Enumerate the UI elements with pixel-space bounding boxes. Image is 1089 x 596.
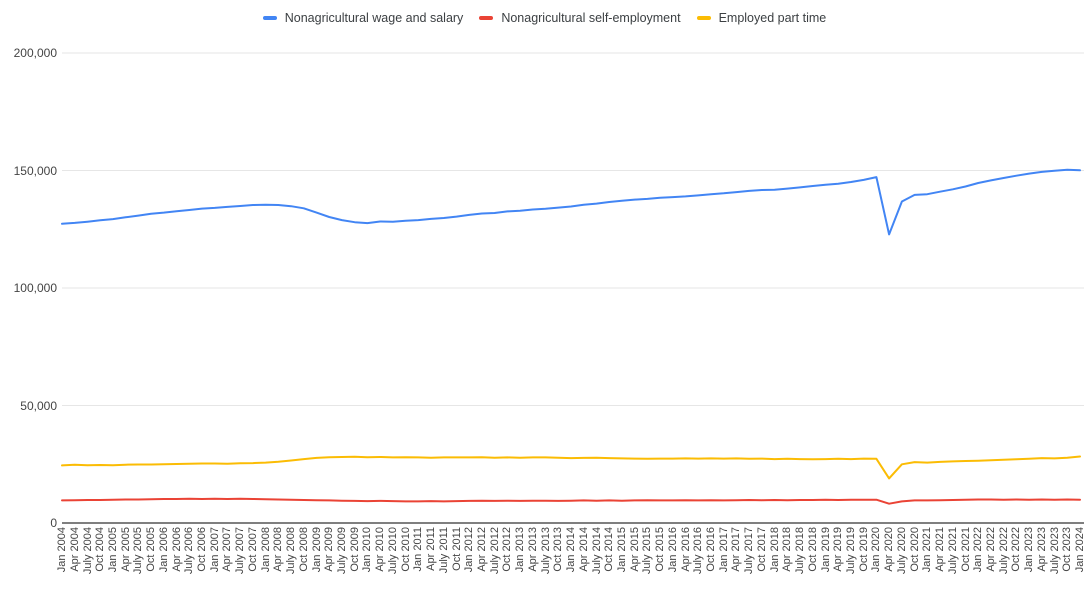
legend-swatch-yellow-icon xyxy=(696,16,711,20)
series-line-employed-part-time[interactable] xyxy=(61,455,1081,480)
series-line-nonagricultural-wage-and-salary[interactable] xyxy=(61,168,1081,236)
legend-item-part-time[interactable]: Employed part time xyxy=(696,11,827,25)
legend-label-self-employment: Nonagricultural self-employment xyxy=(501,11,681,25)
chart-legend: Nonagricultural wage and salary Nonagric… xyxy=(0,11,1089,25)
legend-label-part-time: Employed part time xyxy=(718,11,827,25)
legend-label-wage-salary: Nonagricultural wage and salary xyxy=(284,11,464,25)
series-line-nonagricultural-self-employment[interactable] xyxy=(61,497,1081,505)
legend-swatch-blue-icon xyxy=(262,16,277,20)
legend-item-wage-salary[interactable]: Nonagricultural wage and salary xyxy=(262,11,464,25)
legend-item-self-employment[interactable]: Nonagricultural self-employment xyxy=(479,11,681,25)
legend-swatch-red-icon xyxy=(479,16,494,20)
